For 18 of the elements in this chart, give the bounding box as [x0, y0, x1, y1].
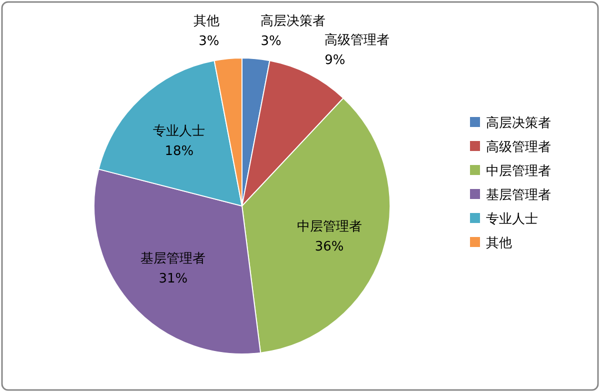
legend-label: 专业人士 [486, 212, 538, 227]
data-label: 31% [158, 272, 188, 287]
slice-label: 高层决策者 [260, 13, 326, 30]
legend-label: 高层决策者 [486, 115, 551, 131]
slice-label: 专业人士 [153, 124, 206, 140]
data-label: 3% [198, 34, 220, 50]
data-label: 18% [164, 144, 194, 160]
legend-label: 中层管理者 [486, 164, 551, 179]
slice-label: 基层管理者 [140, 252, 206, 267]
slice-label: 其他 [193, 14, 220, 30]
legend-label: 高级管理者 [486, 139, 551, 155]
data-label: 9% [324, 52, 346, 68]
data-label: 3% [260, 34, 282, 50]
legend-label: 其他 [486, 236, 512, 251]
data-label: 36% [314, 239, 344, 254]
slice-label: 中层管理者 [296, 219, 362, 234]
legend-label: 基层管理者 [486, 188, 551, 203]
slice-label: 高级管理者 [324, 32, 390, 48]
